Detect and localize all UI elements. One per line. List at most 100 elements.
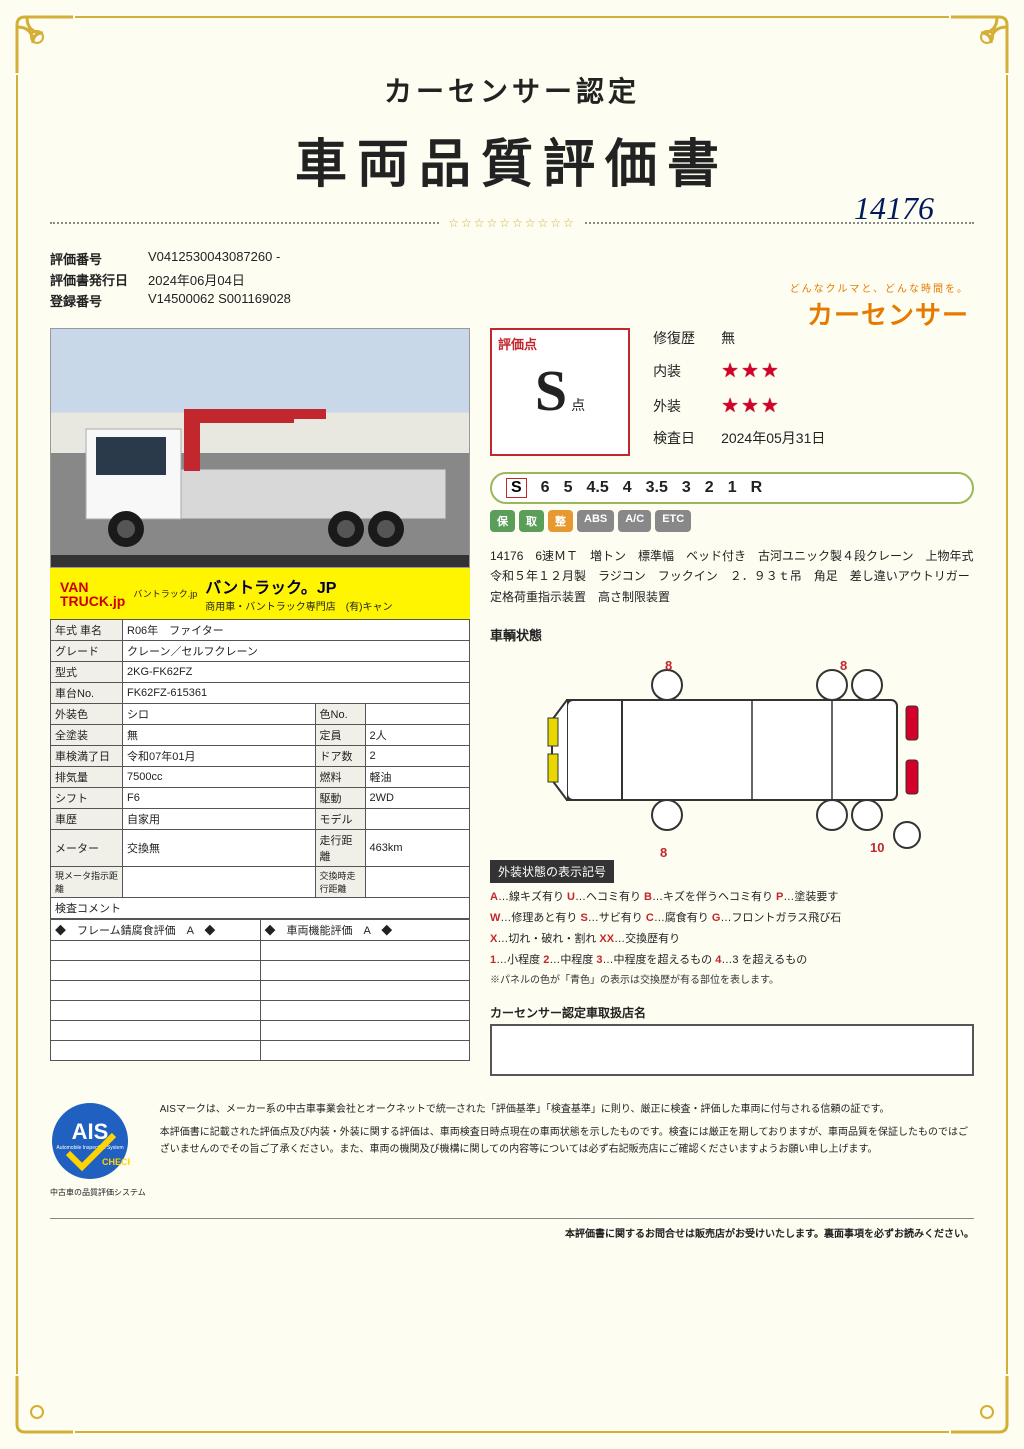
score-unit: 点 bbox=[571, 397, 585, 413]
diagram-mark: 8 bbox=[665, 658, 672, 673]
svg-text:Automobile Inspection System: Automobile Inspection System bbox=[56, 1145, 123, 1151]
th: モデル bbox=[315, 809, 365, 830]
scale-step: 6 bbox=[541, 479, 550, 497]
badge: ETC bbox=[655, 510, 691, 532]
dealer-name-box bbox=[490, 1024, 974, 1076]
brand-logo: カーセンサー bbox=[790, 295, 969, 332]
ais-block: AIS Automobile Inspection System CHECK 中… bbox=[50, 1101, 974, 1198]
th: 色No. bbox=[315, 704, 365, 725]
svg-text:CHECK: CHECK bbox=[102, 1157, 130, 1167]
badge: A/C bbox=[618, 510, 651, 532]
td bbox=[365, 704, 469, 725]
reg-label: 登録番号 bbox=[50, 291, 140, 310]
th: 年式 車名 bbox=[51, 620, 123, 641]
corner-ornament bbox=[15, 15, 75, 75]
truck-illustration bbox=[66, 399, 456, 549]
diagram-mark: 8 bbox=[660, 845, 667, 860]
th: グレード bbox=[51, 641, 123, 662]
border bbox=[75, 16, 949, 18]
corner-ornament bbox=[949, 1374, 1009, 1434]
reg-no: V14500062 S001169028 bbox=[148, 291, 291, 310]
exterior-label: 外装 bbox=[653, 396, 703, 416]
ais-logo-wrap: AIS Automobile Inspection System CHECK 中… bbox=[50, 1101, 146, 1198]
brand-tagline: どんなクルマと、どんな時間を。 bbox=[790, 280, 969, 295]
svg-text:AIS: AIS bbox=[72, 1119, 109, 1144]
th: 外装色 bbox=[51, 704, 123, 725]
dealer-sub: 商用車・バントラック専門店 (有)キャン bbox=[205, 602, 392, 613]
td: FK62FZ-615361 bbox=[123, 683, 470, 704]
dealer-ruby: バントラック.jp bbox=[133, 587, 197, 600]
interior-stars: ★★★ bbox=[721, 358, 781, 383]
star-divider: ☆☆☆☆☆☆☆☆☆☆ bbox=[440, 216, 584, 230]
th: 燃料 bbox=[315, 767, 365, 788]
certify-label: カーセンサー認定 bbox=[50, 70, 974, 110]
legend: A…線キズ有り U…ヘコミ有り B…キズを伴うヘコミ有り P…塗装要すW…修理あ… bbox=[490, 887, 974, 990]
th: 車歴 bbox=[51, 809, 123, 830]
td: 自家用 bbox=[123, 809, 316, 830]
th: 駆動 bbox=[315, 788, 365, 809]
condition-diagram: 88810 bbox=[490, 650, 974, 850]
th: 現メータ指示距離 bbox=[51, 867, 123, 898]
border bbox=[1006, 75, 1008, 1374]
td: 2 bbox=[365, 746, 469, 767]
brand-block: どんなクルマと、どんな時間を。 カーセンサー bbox=[790, 280, 969, 332]
scale-step: 2 bbox=[705, 479, 714, 497]
divider: ☆☆☆☆☆☆☆☆☆☆ bbox=[50, 222, 974, 224]
th: メーター bbox=[51, 830, 123, 867]
comment-header: 検査コメント bbox=[50, 898, 470, 919]
td: 無 bbox=[123, 725, 316, 746]
inspect-date: 2024年05月31日 bbox=[721, 428, 825, 448]
interior-label: 内装 bbox=[653, 361, 703, 381]
badge: 取 bbox=[519, 510, 544, 532]
th: 車検満了日 bbox=[51, 746, 123, 767]
td: 令和07年01月 bbox=[123, 746, 316, 767]
corner-ornament bbox=[949, 15, 1009, 75]
legend-line: X…切れ・破れ・割れ XX…交換歴有り bbox=[490, 929, 974, 950]
dealer-name: バントラック。JP bbox=[205, 580, 336, 597]
scale-step: 4.5 bbox=[586, 479, 608, 497]
td: 軽油 bbox=[365, 767, 469, 788]
td: 交換無 bbox=[123, 830, 316, 867]
scale-step: 5 bbox=[564, 479, 573, 497]
ais-logo-icon: AIS Automobile Inspection System CHECK bbox=[50, 1101, 130, 1181]
vehicle-photo bbox=[50, 328, 470, 568]
inspect-label: 検査日 bbox=[653, 428, 703, 448]
score-header: 評価点 bbox=[492, 330, 628, 357]
th: 交換時走行距離 bbox=[315, 867, 365, 898]
footnote: 本評価書に関するお問合せは販売店がお受けいたします。裏面事項を必ずお読みください… bbox=[50, 1218, 974, 1240]
th: 走行距離 bbox=[315, 830, 365, 867]
description: 14176 6速ＭＴ 増トン 標準幅 ベッド付き 古河ユニック製４段クレーン 上… bbox=[490, 546, 974, 607]
th: ドア数 bbox=[315, 746, 365, 767]
td: 2人 bbox=[365, 725, 469, 746]
badge: 保 bbox=[490, 510, 515, 532]
legend-line: A…線キズ有り U…ヘコミ有り B…キズを伴うヘコミ有り P…塗装要す bbox=[490, 887, 974, 908]
diagram-mark: 10 bbox=[870, 840, 884, 855]
repair-label: 修復歴 bbox=[653, 328, 703, 348]
td: 2WD bbox=[365, 788, 469, 809]
legend-header: 外装状態の表示記号 bbox=[490, 860, 614, 883]
ais-sub: 中古車の品質評価システム bbox=[50, 1187, 146, 1198]
scale-step: 3 bbox=[682, 479, 691, 497]
main-title: 車両品質評価書 bbox=[50, 122, 974, 197]
score-box: 評価点 S点 bbox=[490, 328, 630, 456]
repair-value: 無 bbox=[721, 328, 735, 348]
ais-text-1: AISマークは、メーカー系の中古車事業会社とオークネットで統一された「評価基準」… bbox=[160, 1101, 974, 1118]
scale-step: 1 bbox=[728, 479, 737, 497]
td: クレーン／セルフクレーン bbox=[123, 641, 470, 662]
td: シロ bbox=[123, 704, 316, 725]
td bbox=[365, 809, 469, 830]
th: 型式 bbox=[51, 662, 123, 683]
grade-scale: S654.543.5321R bbox=[490, 472, 974, 504]
issue-date: 2024年06月04日 bbox=[148, 270, 245, 289]
td: R06年 ファイター bbox=[123, 620, 470, 641]
spec-table: 年式 車名R06年 ファイター グレードクレーン／セルフクレーン 型式2KG-F… bbox=[50, 619, 470, 898]
issue-label: 評価書発行日 bbox=[50, 270, 140, 289]
badge: 整 bbox=[548, 510, 573, 532]
score-grade: S bbox=[535, 358, 567, 423]
td: 7500cc bbox=[123, 767, 316, 788]
eval-no-label: 評価番号 bbox=[50, 249, 140, 268]
dealer-name-label: カーセンサー認定車取扱店名 bbox=[490, 1004, 974, 1021]
certificate-page: カーセンサー認定 車両品質評価書 14176 ☆☆☆☆☆☆☆☆☆☆ どんなクルマ… bbox=[0, 0, 1024, 1449]
ratings-block: 修復歴無 内装★★★ 外装★★★ 検査日2024年05月31日 bbox=[653, 328, 825, 458]
scale-step: 3.5 bbox=[646, 479, 668, 497]
